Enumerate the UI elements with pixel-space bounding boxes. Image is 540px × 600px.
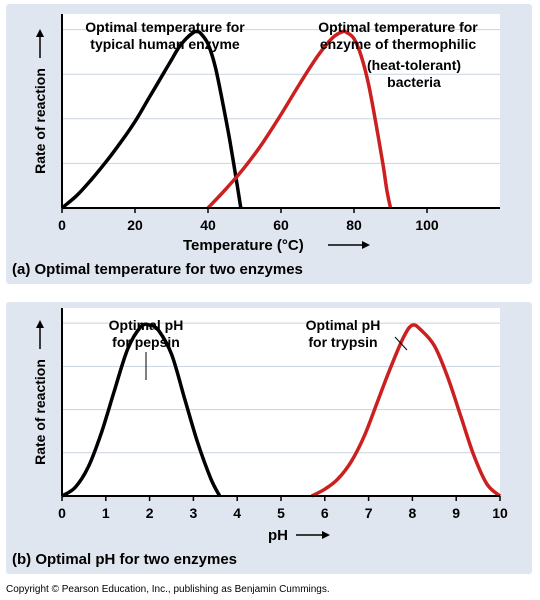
panel-a-curve-black <box>60 29 243 210</box>
panel-b-x-arrow <box>296 531 330 539</box>
panel-b-x-tick-label: 3 <box>190 505 198 521</box>
annotation-thermophilic-line-2: enzyme of thermophilic <box>320 36 477 52</box>
panel-b-x-tick-label: 0 <box>58 505 66 521</box>
panel-b-x-tick-label: 5 <box>277 505 285 521</box>
panel-a-y-label-text: Rate of reaction <box>32 68 48 174</box>
panel-b-gridlines <box>62 322 500 454</box>
panel-b-x-label: pH <box>268 527 288 544</box>
panel-a-x-tick-label: 100 <box>415 217 439 233</box>
panel-b-x-tick-label: 2 <box>146 505 154 521</box>
panel-a-x-arrow-head <box>362 241 370 249</box>
panel-temperature: 0 20 40 60 80 100 Optimal temperature for typ… <box>6 4 532 284</box>
panel-a-x-tick-label: 40 <box>200 217 216 233</box>
panel-b-y-arrow-head <box>36 320 44 328</box>
panel-b-x-tick-label: 10 <box>492 505 508 521</box>
panel-a-x-ticks: 0 20 40 60 80 100 <box>58 208 439 233</box>
panel-b-x-tick-label: 1 <box>102 505 110 521</box>
panel-a-x-tick-label: 0 <box>58 217 66 233</box>
annotation-trypsin-line-2: for trypsin <box>308 334 377 350</box>
annotation-pepsin-line-1: Optimal pH <box>109 317 184 333</box>
panel-a-caption: (a) Optimal temperature for two enzymes <box>12 261 303 278</box>
annotation-thermophilic-line-4: bacteria <box>387 74 441 90</box>
panel-a-x-tick-label: 80 <box>346 217 362 233</box>
annotation-human-enzyme-line-2: typical human enzyme <box>90 36 240 52</box>
panel-b-x-tick-label: 4 <box>233 505 241 521</box>
panel-b-x-tick-label: 9 <box>452 505 460 521</box>
panel-b-y-label-text: Rate of reaction <box>32 359 48 465</box>
panel-b-plot-area <box>62 308 500 496</box>
panel-b-x-tick-label: 7 <box>365 505 373 521</box>
annotation-human-enzyme-line-1: Optimal temperature for <box>85 19 245 35</box>
annotation-thermophilic-line-1: Optimal temperature for <box>318 19 478 35</box>
annotation-trypsin-line-1: Optimal pH <box>306 317 381 333</box>
annotation-pepsin-line-2: for pepsin <box>112 334 180 350</box>
panel-b-curve-red <box>310 323 502 498</box>
annotation-trypsin-leader <box>394 336 408 351</box>
panel-b-x-tick-label: 8 <box>409 505 417 521</box>
panel-a-y-label: Rate of reaction <box>32 29 48 174</box>
annotation-thermophilic-line-3: (heat-tolerant) <box>367 57 461 73</box>
panel-a-x-tick-label: 60 <box>273 217 289 233</box>
panel-ph: 0 1 2 3 4 5 6 7 8 9 10 Optimal pH for pepsin Optim… <box>6 302 532 574</box>
panel-a-x-tick-label: 20 <box>127 217 143 233</box>
panel-b-caption: (b) Optimal pH for two enzymes <box>12 551 237 568</box>
panel-a-x-arrow <box>328 241 370 249</box>
panel-b-x-ticks: 0 1 2 3 4 5 6 7 8 9 10 <box>58 496 508 521</box>
panel-a-curves <box>60 29 393 210</box>
panel-a-x-label: Temperature (°C) <box>183 237 304 254</box>
copyright-notice: Copyright © Pearson Education, Inc., pub… <box>6 584 330 595</box>
panel-b-x-tick-label: 6 <box>321 505 329 521</box>
panel-a-plot-area <box>62 14 500 208</box>
panel-a-curve-red <box>206 29 393 210</box>
panel-a-y-arrow-head <box>36 29 44 37</box>
panel-b-curves <box>61 322 502 498</box>
panel-b-x-arrow-head <box>322 531 330 539</box>
panel-b-curve-black <box>61 322 222 498</box>
panel-b-y-label: Rate of reaction <box>32 320 48 465</box>
